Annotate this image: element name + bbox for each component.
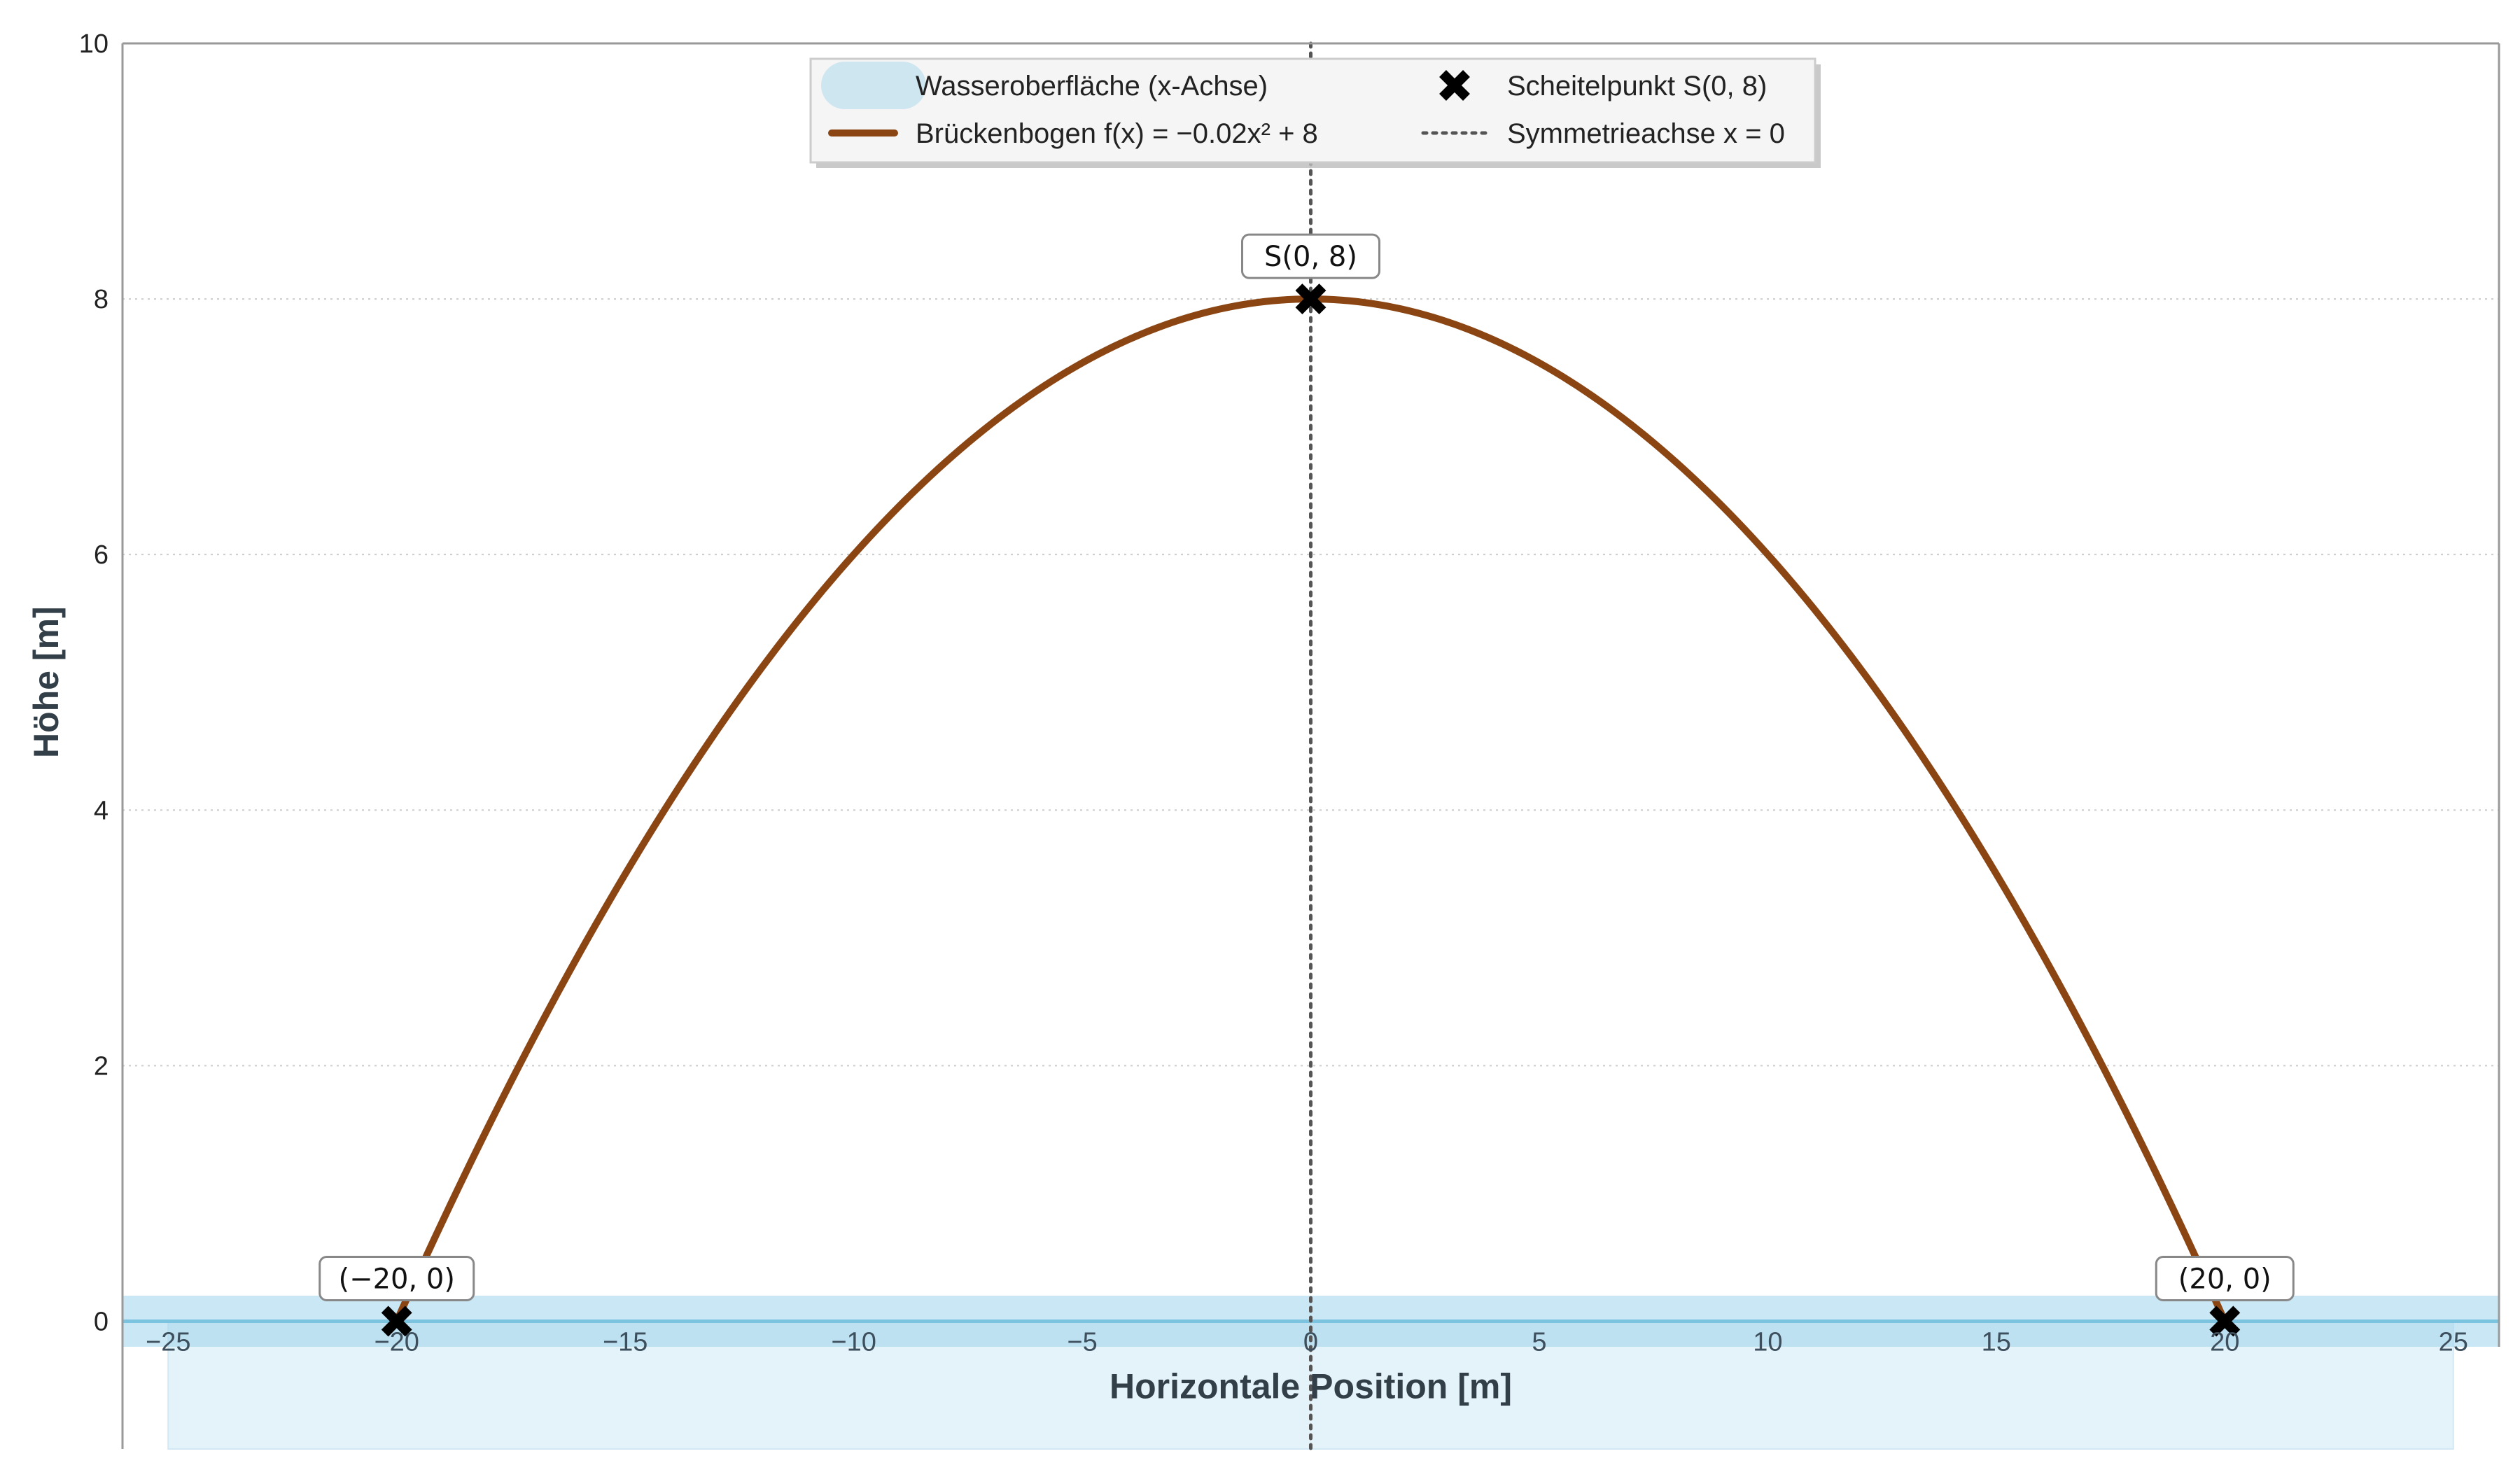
legend-entry: Brückenbogen f(x) = −0.02x² + 8 bbox=[828, 118, 1318, 149]
x-tick-label: 5 bbox=[1532, 1327, 1546, 1357]
point-annotation: (20, 0) bbox=[2155, 1255, 2295, 1301]
data-layer bbox=[122, 41, 2499, 1451]
intercept-marker bbox=[381, 1306, 412, 1337]
legend-label: Wasseroberfläche (x-Achse) bbox=[916, 71, 1268, 102]
x-tick-label: −20 bbox=[374, 1327, 419, 1357]
legend-label: Scheitelpunkt S(0, 8) bbox=[1507, 71, 1767, 102]
legend-entry: Wasseroberfläche (x-Achse) bbox=[821, 62, 1268, 109]
point-annotation: (−20, 0) bbox=[318, 1255, 475, 1301]
x-tick-label: 15 bbox=[1982, 1327, 2011, 1357]
legend-entry: Symmetrieachse x = 0 bbox=[1421, 118, 1785, 149]
vertex-marker bbox=[1295, 284, 1326, 315]
x-tick-label: 10 bbox=[1753, 1327, 1782, 1357]
annotation-box bbox=[2155, 1255, 2295, 1301]
legend-swatch-marker bbox=[1439, 70, 1470, 101]
legend: Wasseroberfläche (x-Achse) Scheitelpunkt … bbox=[809, 57, 1821, 168]
annotation-box bbox=[318, 1255, 475, 1301]
y-tick-label: 8 bbox=[94, 285, 108, 314]
x-tick-label: 0 bbox=[1303, 1327, 1318, 1357]
legend-frame bbox=[809, 57, 1816, 164]
legend-label: Brückenbogen f(x) = −0.02x² + 8 bbox=[916, 118, 1318, 149]
y-tick-label: 0 bbox=[94, 1307, 108, 1336]
legend-swatch-band bbox=[821, 62, 926, 109]
legend-entry: Scheitelpunkt S(0, 8) bbox=[1439, 70, 1767, 102]
x-tick-label: −25 bbox=[146, 1327, 190, 1357]
x-axis-title: Horizontale Position [m] bbox=[1110, 1366, 1512, 1406]
y-tick-label: 6 bbox=[94, 540, 108, 570]
intercept-marker bbox=[2209, 1306, 2241, 1337]
legend-label: Symmetrieachse x = 0 bbox=[1507, 118, 1785, 149]
axes-layer: 0 2 4 6 8 10 −25 −20 −15 −10 −5 0 5 10 15 20 25 Horizonta… bbox=[27, 29, 2500, 1449]
y-tick-label: 2 bbox=[94, 1051, 108, 1081]
y-tick-label: 4 bbox=[94, 796, 108, 825]
y-tick-label: 10 bbox=[79, 29, 108, 59]
x-tick-label: −10 bbox=[831, 1327, 876, 1357]
x-tick-label: −5 bbox=[1067, 1327, 1097, 1357]
annotation-label: (20, 0) bbox=[2178, 1263, 2272, 1295]
annotation-layer: S(0, 8) (−20, 0) (20, 0) bbox=[318, 233, 2295, 1301]
annotation-label: S(0, 8) bbox=[1264, 241, 1357, 273]
x-tick-label: 25 bbox=[2439, 1327, 2468, 1357]
point-annotation: S(0, 8) bbox=[1241, 233, 1380, 279]
y-axis-title: Höhe [m] bbox=[27, 606, 66, 758]
x-tick-label: −15 bbox=[603, 1327, 648, 1357]
annotation-box bbox=[1241, 233, 1380, 279]
x-tick-label: 20 bbox=[2210, 1327, 2239, 1357]
annotation-label: (−20, 0) bbox=[338, 1263, 455, 1295]
